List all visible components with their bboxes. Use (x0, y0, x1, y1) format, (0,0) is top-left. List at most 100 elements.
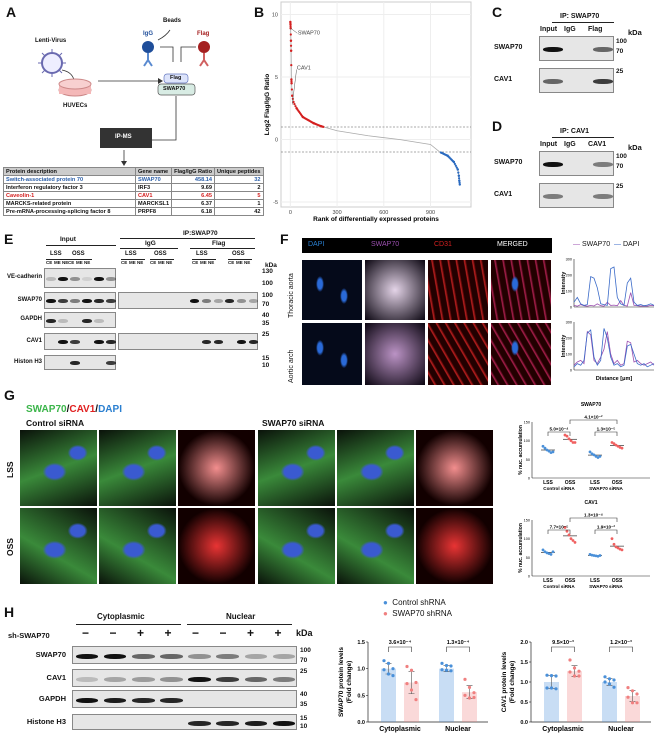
data-point (545, 673, 549, 677)
data-point (289, 25, 292, 28)
treatment-sign: + (247, 626, 255, 640)
data-point (551, 550, 555, 554)
x-tick-label: 0 (289, 210, 292, 216)
data-point (603, 675, 607, 679)
bar (462, 692, 477, 722)
fraction-label: NE (208, 260, 215, 265)
y-tick-label: 300 (566, 321, 572, 325)
x-axis-label: Rank of differentially expressed protein… (313, 216, 439, 223)
fraction-label: CE (228, 260, 235, 265)
protein-band (236, 340, 247, 344)
fraction-label: NE (137, 260, 144, 265)
table-cell: Interferon regulatory factor 3 (3, 183, 136, 192)
blot-strip (539, 151, 614, 176)
protein-band (58, 340, 68, 344)
y-tick-label: 2.0 (520, 640, 528, 646)
kda-marker: 15 (262, 355, 270, 362)
stain-label: / (95, 404, 99, 415)
data-point (472, 691, 476, 695)
annotation-cav1: CAV1 (297, 66, 311, 72)
bar (381, 668, 396, 722)
fraction-label: NE (166, 260, 173, 265)
data-point (463, 677, 467, 681)
micrograph-cd31-aortic-arch (428, 323, 488, 385)
panel-label-f: F (280, 231, 289, 247)
micrograph-cd31-thoracic-aorta (428, 260, 488, 320)
significance-bracket (446, 646, 470, 652)
data-point (414, 698, 418, 702)
blot-strip (72, 690, 297, 708)
data-point (440, 661, 444, 665)
p-value: 9.5×10⁻³ (552, 639, 574, 646)
kda-marker: 35 (300, 701, 308, 708)
lane-label: Input (540, 141, 558, 148)
data-point (472, 695, 476, 700)
p-value: 7.7×10⁻⁵ (550, 525, 569, 530)
protein-band (236, 299, 247, 303)
row-label: SWAP70 (494, 44, 523, 51)
table-row: Switch-associated protein 70 SWAP70 458.14… (3, 175, 264, 184)
y-tick-label: 1.0 (357, 667, 365, 673)
protein-band (272, 653, 296, 659)
kda-marker: 100 (262, 280, 273, 287)
treatment-sign: − (219, 626, 227, 640)
protein-band (248, 299, 258, 303)
x-tick-label: Nuclear (608, 726, 634, 733)
ip-ms-label: IP-MS (115, 134, 132, 140)
stain-label: / (66, 404, 70, 415)
y-tick-label: 0.5 (357, 693, 365, 699)
blot-strip (72, 646, 297, 664)
culture-dish-icon (58, 78, 92, 97)
data-point (391, 674, 395, 678)
x-tick-label: 300 (332, 210, 341, 216)
data-point (554, 687, 558, 691)
data-point (453, 162, 456, 165)
protein-band (82, 276, 92, 281)
bracket (76, 624, 181, 625)
series-line-dapi (573, 328, 655, 368)
data-point (567, 437, 571, 441)
protein-band (103, 653, 127, 659)
flag-label: Flag (212, 240, 226, 247)
data-point (289, 20, 292, 24)
data-point (457, 171, 460, 174)
virus-icon (38, 49, 66, 77)
y-tick-label: 0.5 (520, 700, 528, 706)
data-point (409, 688, 414, 692)
flag-antibody-icon (198, 41, 210, 67)
protein-band (272, 676, 296, 682)
data-point (290, 78, 293, 81)
fraction-label: CE (192, 260, 199, 265)
data-point (635, 692, 639, 696)
group-label: SWAP70 siRNA (589, 486, 623, 491)
data-point (577, 669, 581, 673)
data-point (289, 23, 292, 26)
protein-band (103, 697, 127, 703)
table-row: Pre-mRNA-processing-splicing factor 8 PRP… (3, 207, 264, 216)
plot-area (280, 1, 472, 208)
kda-label: kDa (628, 143, 642, 152)
protein-band (542, 79, 563, 84)
table-row: MARCKS-related protein MARCKSL1 6.37 1 (3, 199, 264, 208)
table-cell: 9.69 (171, 183, 215, 192)
data-point (572, 666, 577, 670)
data-point (456, 168, 459, 171)
treatment-sign: + (137, 626, 145, 640)
protein-band (70, 361, 80, 365)
x-tick-label: LSS (590, 480, 600, 486)
micrograph-oss-swap70-sirna-zoom (337, 508, 414, 584)
data-point (320, 125, 323, 128)
data-point (463, 693, 467, 697)
data-point (551, 450, 555, 454)
row-label: CAV1 (46, 673, 66, 682)
micrograph-lss-control-sirna-merged (20, 430, 97, 506)
table-cell: CAV1 (134, 191, 173, 200)
y-axis-label: (Fold change) (509, 661, 516, 704)
y-tick-label: 100 (566, 353, 572, 357)
data-point (289, 49, 293, 52)
data-point (630, 701, 635, 705)
y-tick-label: 0.0 (520, 720, 528, 726)
protein-band (542, 194, 563, 199)
kda-marker: 25 (616, 68, 624, 75)
data-point (290, 80, 293, 83)
